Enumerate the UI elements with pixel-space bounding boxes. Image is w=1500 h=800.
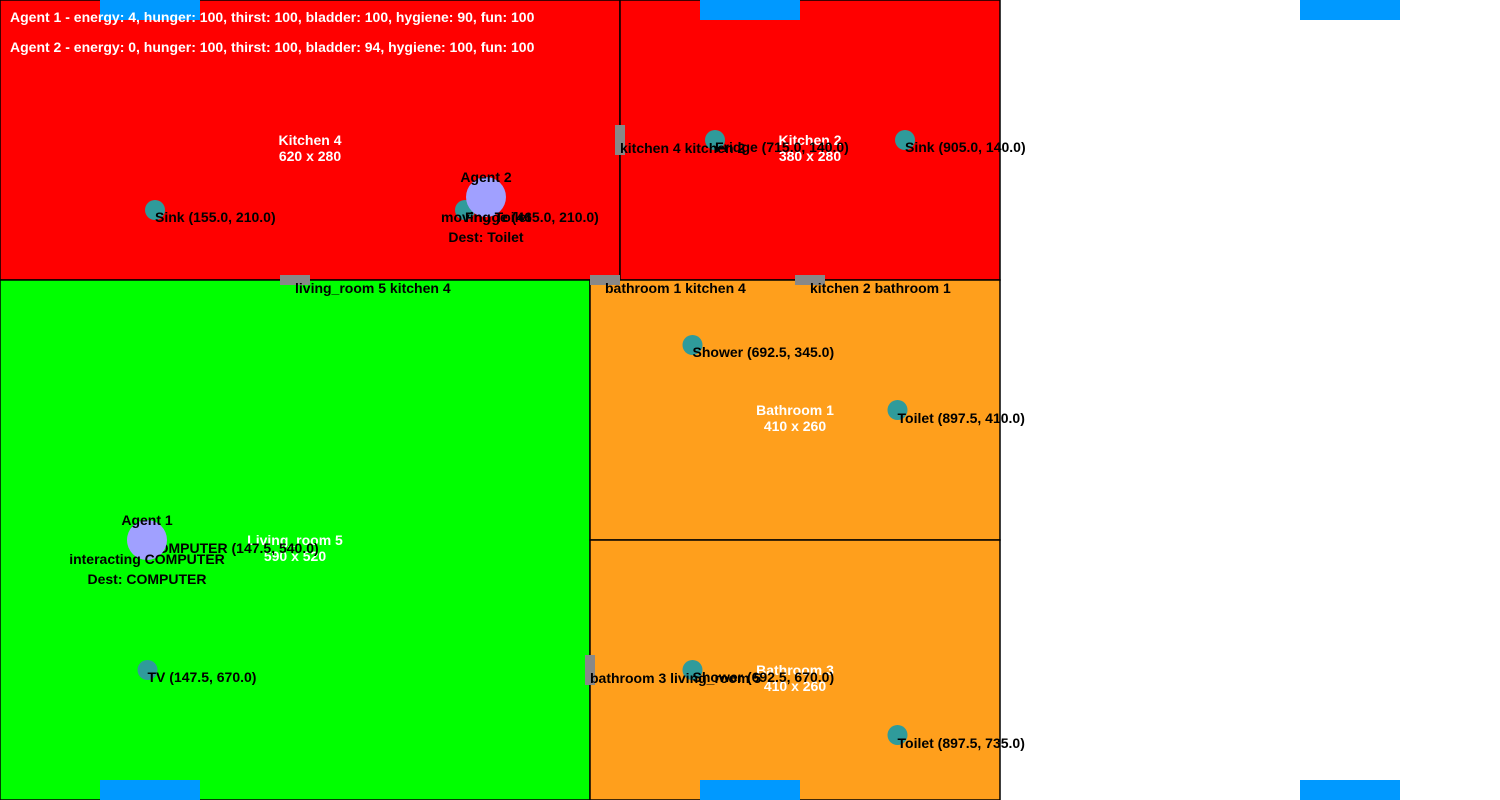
door-kitchen4-kitchen2[interactable] [615, 125, 625, 155]
object-label: Fridge (715.0, 140.0) [715, 139, 849, 155]
agent-destination: Dest: COMPUTER [87, 571, 206, 587]
room-size: 620 x 280 [279, 148, 341, 164]
rooms [0, 0, 1001, 800]
shower-icon[interactable] [682, 660, 703, 680]
toilet-icon[interactable] [887, 400, 908, 420]
doors [280, 125, 825, 685]
agent-1-icon[interactable] [127, 520, 167, 560]
agent-name: Agent 2 [460, 169, 512, 185]
object-label: Sink (905.0, 140.0) [905, 139, 1026, 155]
objects: Sink (155.0, 210.0) Fridge (465.0, 210.0… [137, 130, 1026, 751]
door-bathroom1-kitchen4[interactable] [590, 275, 620, 285]
room-name: Living_room 5 [247, 532, 343, 548]
object-label: Toilet (897.5, 410.0) [898, 410, 1025, 426]
agent-1-status-line: Agent 1 - energy: 4, hunger: 100, thirst… [10, 9, 535, 25]
door-living5-kitchen4[interactable] [280, 275, 310, 285]
sink-icon[interactable] [895, 130, 915, 150]
room-bathroom-1 [589, 279, 1001, 541]
room-kitchen-2 [619, 0, 1001, 281]
toilet-icon[interactable] [887, 725, 908, 745]
tv-icon[interactable] [137, 660, 158, 680]
agent-state: interacting COMPUTER [69, 551, 225, 567]
door-label: kitchen 2 bathroom 1 [810, 280, 951, 296]
room-name: Kitchen 2 [778, 132, 841, 148]
agent-name: Agent 1 [121, 512, 173, 528]
room-kitchen-4 [0, 0, 621, 281]
agent-state: moving Toilet [441, 209, 531, 225]
room-size: 590 x 520 [264, 548, 326, 564]
object-label: Shower (692.5, 670.0) [693, 669, 835, 685]
window [100, 780, 200, 800]
agents: Agent 1 interacting COMPUTER Dest: COMPU… [69, 169, 531, 587]
door-label: bathroom 3 living_room 5 [590, 670, 761, 686]
window [100, 0, 200, 20]
agent-2-icon[interactable] [466, 177, 506, 217]
room-name: Bathroom 3 [756, 662, 834, 678]
status-panel: Agent 1 - energy: 4, hunger: 100, thirst… [10, 9, 535, 55]
object-label: Toilet (897.5, 735.0) [898, 735, 1025, 751]
object-label: Shower (692.5, 345.0) [693, 344, 835, 360]
fridge-icon[interactable] [705, 130, 725, 150]
object-label: COMPUTER (147.5, 540.0) [148, 540, 319, 556]
door-label: living_room 5 kitchen 4 [295, 280, 451, 296]
agent-destination: Dest: Toilet [448, 229, 524, 245]
object-label: Fridge (465.0, 210.0) [465, 209, 599, 225]
door-label: bathroom 1 kitchen 4 [605, 280, 746, 296]
object-label: TV (147.5, 670.0) [148, 669, 257, 685]
windows [100, 0, 1400, 800]
room-name: Bathroom 1 [756, 402, 834, 418]
object-label: Sink (155.0, 210.0) [155, 209, 276, 225]
door-kitchen2-bathroom1[interactable] [795, 275, 825, 285]
room-size: 380 x 280 [779, 148, 841, 164]
window [700, 0, 800, 20]
agent-2-status-line: Agent 2 - energy: 0, hunger: 100, thirst… [10, 39, 535, 55]
room-labels: Kitchen 4 620 x 280 Kitchen 2 380 x 280 … [247, 132, 842, 694]
door-label: kitchen 4 kitchen 2 [620, 140, 745, 156]
sink-icon[interactable] [145, 200, 165, 220]
room-size: 410 x 260 [764, 678, 826, 694]
room-name: Kitchen 4 [278, 132, 341, 148]
window [1300, 0, 1400, 20]
door-bathroom3-living5[interactable] [585, 655, 595, 685]
shower-icon[interactable] [682, 335, 703, 355]
window [1300, 780, 1400, 800]
door-labels: kitchen 4 kitchen 2 living_room 5 kitche… [295, 140, 951, 686]
room-size: 410 x 260 [764, 418, 826, 434]
window [700, 780, 800, 800]
